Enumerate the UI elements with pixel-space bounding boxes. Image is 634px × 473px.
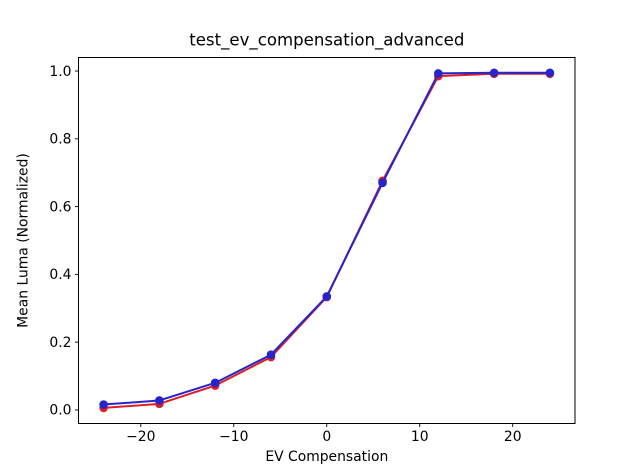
x-tick-label: −20 bbox=[126, 429, 155, 445]
blue-series-marker bbox=[378, 178, 387, 188]
blue-series-marker bbox=[545, 68, 555, 78]
x-tick-label: 20 bbox=[504, 429, 522, 445]
blue-series-marker bbox=[434, 69, 443, 78]
blue-series-marker bbox=[266, 350, 276, 360]
plot-background bbox=[78, 57, 575, 424]
y-tick-label: 0.4 bbox=[49, 267, 71, 283]
axes-spines bbox=[78, 57, 576, 424]
blue-series-marker bbox=[322, 292, 332, 301]
blue-series-marker bbox=[210, 378, 220, 388]
blue-series-marker bbox=[155, 396, 164, 405]
y-axis-label: Mean Luma (Normalized) bbox=[16, 153, 32, 328]
series-layer bbox=[99, 68, 555, 413]
x-axis-label: EV Compensation bbox=[265, 449, 388, 465]
chart-title: test_ev_compensation_advanced bbox=[189, 31, 464, 51]
ticks-layer: −20 −10 0 10 20 0.0 0.2 0.4 0.6 0.8 1.0 bbox=[49, 64, 521, 445]
x-tick-label: 10 bbox=[411, 429, 429, 445]
y-tick-label: 1.0 bbox=[49, 64, 71, 80]
x-tick-label: 0 bbox=[322, 429, 331, 445]
y-tick-label: 0.8 bbox=[49, 132, 71, 148]
y-tick-label: 0.6 bbox=[49, 199, 71, 215]
blue-series-marker bbox=[99, 400, 108, 409]
x-tick-label: −10 bbox=[219, 429, 248, 445]
y-tick-label: 0.2 bbox=[49, 335, 71, 351]
y-tick-label: 0.0 bbox=[49, 403, 71, 419]
blue-series-marker bbox=[489, 68, 499, 78]
